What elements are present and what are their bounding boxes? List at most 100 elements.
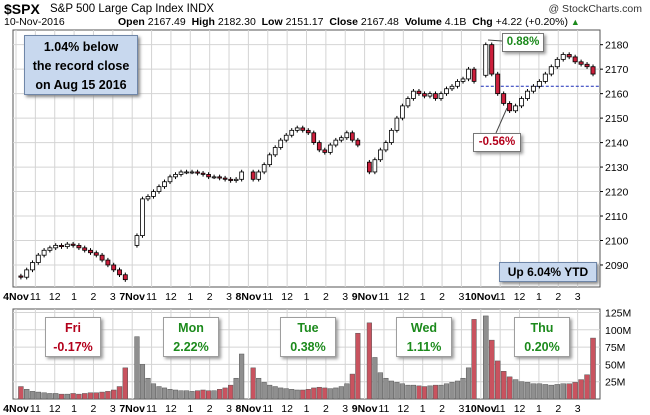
volume-value: 4.1B (444, 16, 467, 28)
day-change-box: Fri -0.17% (45, 317, 101, 357)
x-tick-label: 4Nov (3, 291, 29, 303)
candle (70, 243, 76, 246)
volume-bar (267, 384, 273, 400)
volume-bar (47, 393, 53, 400)
volume-label: Volume (404, 16, 442, 28)
day-change-box: Thu 0.20% (514, 317, 570, 357)
price-tick-label: 2120 (605, 187, 629, 199)
volume-bar (93, 392, 99, 400)
volume-bar (217, 389, 223, 400)
candle (250, 171, 256, 180)
candle (471, 68, 477, 82)
candle (140, 198, 145, 236)
x-tick-label: 7Nov (119, 291, 145, 303)
volume-bar (572, 382, 578, 400)
candle (111, 264, 117, 271)
candle (76, 244, 82, 249)
candle (389, 129, 394, 143)
volume-bar (590, 337, 596, 400)
candle (519, 98, 525, 107)
candle (117, 269, 122, 276)
x-tick-label: 9Nov (352, 291, 378, 303)
candle (41, 249, 47, 256)
volume-bar (283, 388, 289, 400)
volume-bar (294, 389, 300, 400)
candle (267, 154, 273, 166)
volume-bar (82, 393, 88, 400)
volume-bar (316, 386, 322, 400)
close-label: Close (329, 16, 358, 28)
candle (584, 63, 590, 68)
candle (333, 139, 339, 146)
candle (162, 181, 167, 188)
x-tick-label: 3 (110, 291, 116, 303)
symbol-label: $SPX (4, 1, 40, 17)
volume-bar (172, 389, 179, 400)
day-change-box: Wed 1.11% (396, 317, 452, 357)
volume-bar (261, 382, 267, 400)
x-tick-label: 1 (536, 403, 542, 415)
volume-bar (64, 393, 70, 400)
candle (228, 178, 233, 181)
volume-bar (432, 384, 439, 400)
x-tick-label: 11 (146, 403, 157, 415)
x-tick-label: 1 (420, 291, 426, 303)
day-change-box: Tue 0.38% (280, 317, 336, 357)
x-tick-label: 1 (187, 403, 193, 415)
volume-bar (178, 390, 184, 400)
volume-bar (211, 390, 217, 400)
candle (35, 254, 41, 263)
candle (572, 56, 578, 63)
candle (578, 61, 584, 65)
x-tick-label: 1 (536, 291, 542, 303)
x-tick-label: 10Nov (465, 291, 497, 303)
candle (222, 177, 228, 180)
x-tick-label: 10Nov (465, 403, 497, 415)
volume-bar (116, 386, 123, 400)
volume-bar (494, 360, 501, 400)
day-change: -0.17% (53, 340, 93, 354)
volume-bar (530, 383, 537, 400)
high-label: High (191, 16, 215, 28)
candle (449, 85, 455, 90)
candle (93, 252, 99, 256)
candle (405, 98, 411, 107)
volume-bar (349, 373, 355, 400)
x-tick-label: 11 (30, 403, 41, 415)
volume-bar (383, 377, 389, 400)
chg-value: +4.22 (+0.20%) (495, 16, 568, 28)
low-value: 2151.17 (285, 16, 324, 28)
candle (355, 139, 361, 146)
volume-bar (29, 391, 36, 400)
x-tick-label: 3 (575, 403, 581, 415)
candle (444, 88, 449, 95)
record-note-box: 1.04% below the record close on Aug 15 2… (24, 35, 138, 95)
volume-bar (578, 379, 584, 400)
x-tick-label: 2 (323, 403, 329, 415)
candle (548, 66, 554, 75)
price-tick-label: 2170 (605, 64, 629, 76)
volume-bar (460, 377, 466, 400)
volume-bar (99, 391, 105, 400)
volume-bar (416, 385, 422, 400)
x-tick-label: 7Nov (119, 403, 145, 415)
candle (433, 93, 438, 99)
candle (327, 144, 333, 153)
x-tick-label: 12 (514, 291, 526, 303)
candle (566, 54, 572, 58)
candle (394, 117, 400, 131)
watermark: @ StockCharts.com (548, 3, 642, 15)
callout-pointer (495, 107, 508, 134)
volume-bar (145, 377, 151, 400)
candle (239, 171, 244, 180)
candle (156, 186, 162, 192)
high-callout: 0.88% (502, 33, 544, 52)
x-tick-label: 12 (397, 291, 409, 303)
candle (400, 105, 405, 119)
x-tick-label: 12 (514, 403, 526, 415)
candle (99, 254, 105, 261)
volume-bar (465, 367, 472, 400)
x-tick-label: 3 (459, 291, 465, 303)
candle (217, 176, 222, 179)
candle (344, 132, 350, 139)
